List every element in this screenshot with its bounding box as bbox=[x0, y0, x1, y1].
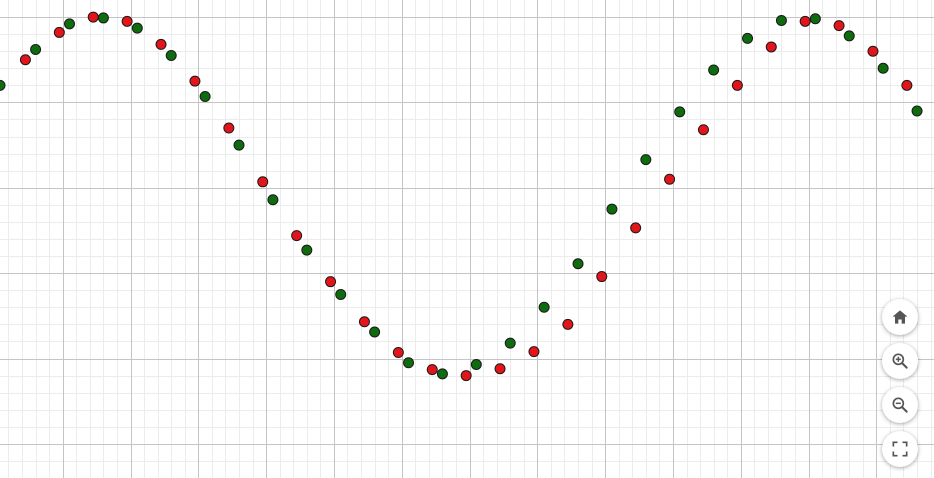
green-point bbox=[708, 64, 720, 76]
red-point bbox=[87, 11, 99, 23]
green-point bbox=[233, 139, 245, 151]
green-point bbox=[403, 357, 415, 369]
green-point bbox=[504, 337, 516, 349]
red-point bbox=[223, 122, 235, 134]
green-point bbox=[470, 358, 482, 370]
red-point bbox=[528, 346, 540, 358]
red-point bbox=[460, 370, 472, 382]
green-point bbox=[809, 13, 821, 25]
red-point bbox=[19, 54, 31, 66]
red-point bbox=[562, 318, 574, 330]
green-point bbox=[63, 18, 75, 30]
red-point bbox=[189, 75, 201, 87]
red-point bbox=[53, 26, 65, 38]
red-point bbox=[901, 79, 913, 91]
red-point bbox=[697, 124, 709, 136]
red-point bbox=[358, 316, 370, 328]
red-point bbox=[833, 20, 845, 32]
graph-controls bbox=[882, 299, 918, 467]
red-point bbox=[596, 271, 608, 283]
red-point bbox=[291, 230, 303, 242]
green-point bbox=[877, 62, 889, 74]
green-point bbox=[131, 22, 143, 34]
red-point bbox=[765, 41, 777, 53]
green-point bbox=[640, 154, 652, 166]
red-point bbox=[325, 276, 337, 288]
green-point bbox=[606, 203, 618, 215]
red-point bbox=[731, 79, 743, 91]
red-point bbox=[257, 176, 269, 188]
home-button[interactable] bbox=[882, 299, 918, 335]
green-point bbox=[199, 90, 211, 102]
green-point bbox=[911, 105, 923, 117]
fullscreen-button[interactable] bbox=[882, 431, 918, 467]
red-point bbox=[426, 364, 438, 376]
zoom-out-icon bbox=[892, 397, 908, 413]
red-point bbox=[494, 363, 506, 375]
red-point bbox=[630, 222, 642, 234]
zoom-out-button[interactable] bbox=[882, 387, 918, 423]
green-point bbox=[674, 106, 686, 118]
green-point bbox=[267, 194, 279, 206]
red-point bbox=[799, 15, 811, 27]
red-point bbox=[121, 15, 133, 27]
red-point bbox=[392, 347, 404, 359]
series-green bbox=[0, 12, 923, 380]
red-point bbox=[867, 45, 879, 57]
green-point bbox=[572, 258, 584, 270]
fullscreen-icon bbox=[892, 441, 908, 457]
red-point bbox=[664, 173, 676, 185]
red-point bbox=[155, 38, 167, 50]
green-point bbox=[742, 32, 754, 44]
green-point bbox=[97, 12, 109, 24]
green-point bbox=[369, 326, 381, 338]
green-point bbox=[436, 368, 448, 380]
green-point bbox=[0, 79, 6, 91]
green-point bbox=[843, 30, 855, 42]
green-point bbox=[30, 44, 42, 56]
green-point bbox=[775, 14, 787, 26]
home-icon bbox=[892, 310, 908, 324]
green-point bbox=[301, 244, 313, 256]
green-point bbox=[165, 49, 177, 61]
series-red bbox=[19, 11, 913, 382]
green-point bbox=[538, 301, 550, 313]
zoom-in-icon bbox=[892, 353, 908, 369]
green-point bbox=[335, 288, 347, 300]
zoom-in-button[interactable] bbox=[882, 343, 918, 379]
